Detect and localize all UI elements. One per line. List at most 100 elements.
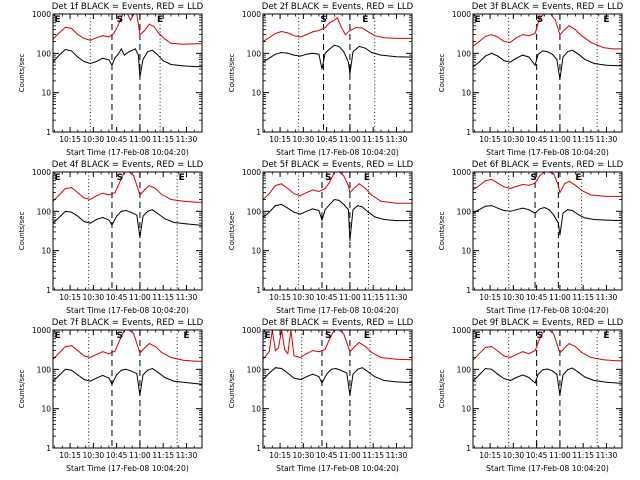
series-lld-point (509, 41, 511, 43)
series-lld-point (491, 34, 493, 36)
series-lld-line (53, 330, 202, 362)
y-axis-label: Counts/sec (18, 212, 26, 251)
series-lld-point (284, 349, 286, 350)
series-lld-point (581, 351, 583, 353)
series-events-point (509, 380, 511, 381)
series-lld-point (564, 183, 566, 185)
series-events-point (123, 54, 125, 56)
series-lld-point (306, 353, 307, 355)
series-lld-point (158, 32, 159, 34)
series-events-point (484, 368, 486, 369)
series-events-point (299, 213, 301, 215)
series-events-point (340, 369, 342, 371)
series-events-point (142, 215, 144, 217)
series-events-point (343, 203, 345, 205)
series-lld-point (161, 351, 163, 353)
series-events-line (473, 49, 622, 80)
y-tick-label: 1 (256, 286, 261, 295)
series-events-point (606, 64, 607, 66)
panel-det-2: Det 2f BLACK = Events, RED = LLD Counts/s… (228, 2, 414, 157)
series-lld-line (263, 17, 412, 42)
series-events-point (516, 209, 517, 211)
series-events-point (102, 57, 104, 59)
series-events-point (108, 219, 110, 221)
series-events-point (509, 210, 511, 212)
series-events-point (361, 367, 363, 369)
series-lld-point (293, 355, 295, 357)
series-lld-point (349, 351, 351, 353)
y-tick-label: 1 (46, 444, 51, 453)
series-events-point (478, 209, 480, 211)
series-lld-point (114, 192, 116, 194)
x-tick-label: 10:45 (526, 135, 548, 144)
series-events-point (142, 58, 144, 60)
series-lld-point (329, 181, 331, 183)
series-lld-point (58, 352, 60, 354)
series-events-point (491, 368, 493, 370)
series-events-point (287, 372, 289, 374)
series-events-point (503, 60, 505, 62)
x-axis-label: Start Time (17-Feb-08 10:04:20) (486, 148, 609, 157)
series-events-point (347, 209, 349, 211)
series-lld-point (503, 355, 505, 357)
marker-label-e: E (362, 15, 368, 25)
series-events-point (333, 199, 335, 200)
series-lld-point (182, 200, 184, 202)
series-lld-line (263, 172, 412, 204)
x-tick-label: 10:45 (526, 451, 548, 460)
marker-label-s: S (325, 173, 331, 183)
series-events-point (534, 382, 536, 384)
x-tick-label: 10:15 (479, 451, 501, 460)
series-events-point (368, 211, 369, 213)
series-events-point (96, 377, 97, 379)
series-lld-point (374, 35, 376, 37)
panel-title: Det 1f BLACK = Events, RED = LLD (52, 2, 204, 12)
series-events-line (263, 44, 412, 74)
series-lld-point (478, 185, 480, 187)
y-tick-label: 1000 (242, 10, 261, 19)
x-tick-label: 11:00 (129, 451, 151, 460)
series-events-point (371, 52, 373, 53)
series-events-point (396, 220, 397, 222)
series-lld-point (484, 35, 486, 37)
panel-title: Det 2f BLACK = Events, RED = LLD (262, 2, 414, 12)
panel-det-5: Det 5f BLACK = Events, RED = LLD Counts/s… (228, 160, 414, 315)
series-events-line (53, 209, 202, 238)
x-tick-label: 10:15 (479, 135, 501, 144)
series-lld-point (380, 200, 382, 202)
series-lld-point (77, 34, 79, 36)
series-lld-point (581, 35, 583, 37)
series-events-point (318, 210, 320, 211)
series-events-point (287, 207, 289, 209)
series-lld-point (182, 43, 184, 45)
plot-frame (52, 329, 203, 449)
y-tick-label: 1 (466, 286, 471, 295)
series-events-point (497, 55, 499, 57)
series-lld-line (53, 14, 202, 45)
series-events-point (120, 210, 122, 212)
series-events-point (164, 377, 166, 378)
series-lld-point (117, 24, 119, 26)
series-events-point (478, 374, 480, 376)
series-events-point (186, 382, 187, 384)
series-events-point (578, 53, 579, 55)
series-lld-point (268, 37, 270, 39)
series-events-point (268, 372, 270, 374)
series-events-point (534, 64, 536, 66)
series-lld-point (108, 353, 110, 355)
series-events-point (71, 369, 73, 371)
series-events-point (306, 210, 307, 212)
series-events-point (281, 368, 283, 369)
series-lld-point (274, 350, 276, 352)
series-lld-point (154, 346, 156, 347)
series-lld-point (299, 357, 301, 358)
series-lld-point (119, 339, 121, 341)
series-events-point (151, 209, 153, 211)
panel-det-6: Det 6f BLACK = Events, RED = LLD Counts/s… (438, 160, 624, 315)
y-tick-label: 1000 (452, 168, 471, 177)
series-events-point (503, 210, 505, 211)
y-tick-label: 10 (461, 247, 471, 256)
marker-label-e: E (179, 173, 185, 183)
series-events-point (326, 373, 328, 375)
